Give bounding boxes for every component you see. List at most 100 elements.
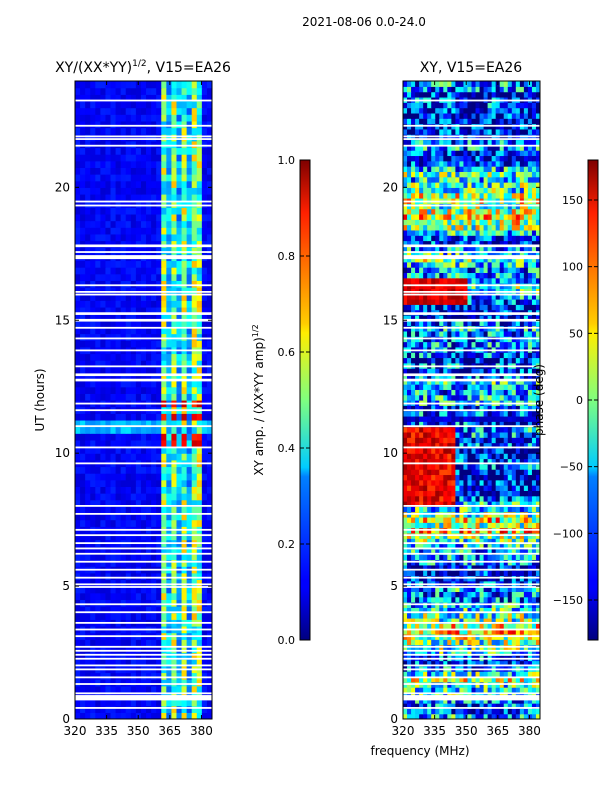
flagged-row <box>403 576 540 579</box>
flagged-row <box>75 326 212 329</box>
flagged-row <box>403 707 540 709</box>
y-tick-label: 5 <box>390 579 398 593</box>
flagged-row <box>75 692 212 695</box>
flagged-row <box>403 409 540 412</box>
flagged-row <box>403 124 540 127</box>
flagged-row <box>75 144 212 147</box>
flagged-row <box>403 534 540 537</box>
flagged-row <box>403 293 540 296</box>
flagged-row <box>75 337 212 340</box>
colorbar-tick-label: 0.4 <box>278 442 296 455</box>
flagged-row <box>403 542 540 545</box>
flagged-row <box>403 621 540 624</box>
flagged-row <box>75 425 212 428</box>
flagged-row <box>403 284 540 287</box>
flagged-row <box>403 560 540 563</box>
flagged-row <box>75 542 212 545</box>
flagged-row <box>75 645 212 648</box>
amplitude-colorbar-bar <box>299 159 311 641</box>
amplitude-ylabel: UT (hours) <box>33 368 47 431</box>
y-tick-label: 15 <box>383 313 398 327</box>
flagged-row <box>403 425 540 428</box>
colorbar-tick-label: −100 <box>553 527 583 540</box>
flagged-row <box>75 462 212 465</box>
y-tick-label: 20 <box>383 180 398 194</box>
flagged-row <box>403 255 540 260</box>
flagged-row <box>75 135 212 138</box>
flagged-row <box>75 621 212 624</box>
flagged-row <box>75 649 212 652</box>
flagged-row <box>75 560 212 563</box>
flagged-row <box>403 446 540 449</box>
colorbar-tick-label: 1.0 <box>278 154 296 167</box>
flagged-row <box>75 402 212 405</box>
flagged-row <box>403 664 540 667</box>
flagged-row <box>75 653 212 656</box>
flagged-row <box>75 583 212 586</box>
flagged-row <box>75 251 212 253</box>
flagged-row <box>75 409 212 412</box>
flagged-row <box>403 611 540 614</box>
flagged-row <box>403 135 540 138</box>
flagged-row <box>75 576 212 579</box>
flagged-row <box>75 291 212 293</box>
flagged-row <box>75 312 212 315</box>
amplitude-panel-title: XY/(XX*YY)1/2, V15=EA26 <box>55 59 231 76</box>
x-tick-label: 335 <box>423 724 446 738</box>
flagged-row <box>403 337 540 340</box>
amplitude-panel: XY/(XX*YY)1/2, V15=EA26 0 5 10 15 20 320 335 35… <box>33 59 231 738</box>
flagged-row <box>403 528 540 531</box>
flagged-row <box>403 649 540 652</box>
flagged-row <box>75 534 212 537</box>
flagged-row <box>75 365 212 368</box>
flagged-row <box>403 138 540 140</box>
phase-colorbar-label: phase (deg) <box>532 364 546 436</box>
flagged-row <box>75 124 212 127</box>
colorbar-tick-label: 0.0 <box>278 634 296 647</box>
flagged-row <box>403 462 540 465</box>
flagged-row <box>403 291 540 293</box>
flagged-row <box>403 586 540 588</box>
flagged-row <box>75 244 212 248</box>
flagged-row <box>75 528 212 531</box>
flagged-row <box>75 611 212 614</box>
flagged-row <box>75 373 212 377</box>
flagged-row <box>75 707 212 709</box>
flagged-row <box>403 583 540 586</box>
amplitude-colorbar: 0.0 0.2 0.4 0.6 0.8 1.0 XY amp. / (XX*YY amp)… <box>251 154 311 647</box>
flagged-row <box>403 312 540 315</box>
flagged-row <box>403 251 540 253</box>
flagged-row <box>403 144 540 147</box>
flagged-row <box>403 695 540 701</box>
frequency-xlabel: frequency (MHz) <box>370 744 469 758</box>
flagged-row <box>75 668 212 671</box>
flagged-row <box>403 568 540 571</box>
flagged-row <box>403 635 540 638</box>
flagged-row <box>403 645 540 648</box>
flagged-row <box>75 99 212 102</box>
amplitude-colorbar-ticks: 0.0 0.2 0.4 0.6 0.8 1.0 <box>278 154 310 647</box>
phase-colorbar-ticks: −150 −100 −50 0 50 100 150 <box>553 194 598 607</box>
flagged-row <box>75 635 212 638</box>
flagged-row <box>403 683 540 685</box>
phase-panel: XY, V15=EA26 0 5 10 15 20 320 335 350 365 380 fre… <box>370 60 540 758</box>
flagged-row <box>75 512 212 515</box>
flagged-row <box>75 547 212 550</box>
x-tick-label: 350 <box>455 724 478 738</box>
flagged-row <box>403 378 540 382</box>
flagged-row <box>403 204 540 207</box>
flagged-row <box>403 668 540 671</box>
flagged-row <box>403 318 540 322</box>
flagged-row <box>75 586 212 588</box>
flagged-row <box>403 349 540 352</box>
x-tick-label: 380 <box>518 724 541 738</box>
amplitude-plot-frame <box>74 80 213 720</box>
colorbar-tick-label: 150 <box>562 194 583 207</box>
y-tick-label: 5 <box>62 579 70 593</box>
flagged-row <box>75 664 212 667</box>
colorbar-tick-label: 0.6 <box>278 346 296 359</box>
flagged-row <box>75 204 212 207</box>
flagged-row <box>75 695 212 701</box>
flagged-row <box>403 547 540 550</box>
